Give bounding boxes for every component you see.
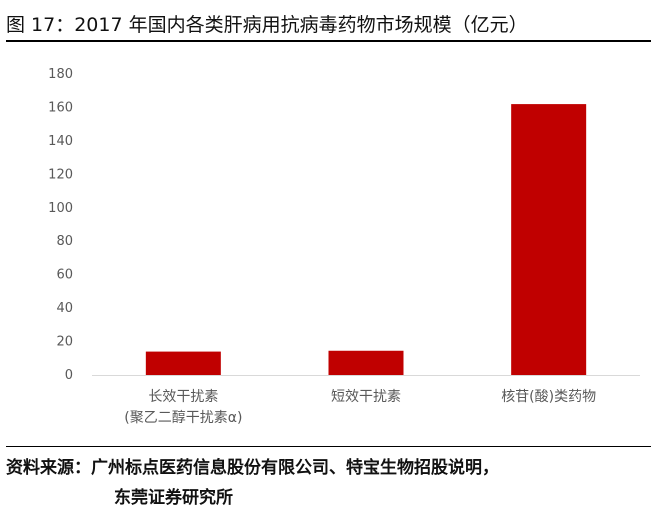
bar bbox=[145, 351, 221, 375]
y-tick-label: 0 bbox=[65, 368, 73, 383]
source-line-2: 东莞证券研究所 bbox=[114, 488, 233, 508]
source-note: 资料来源：广州标点医药信息股份有限公司、特宝生物招股说明， 东莞证券研究所 bbox=[6, 446, 651, 513]
y-tick-label: 120 bbox=[48, 167, 73, 182]
y-tick-label: 100 bbox=[48, 201, 73, 216]
bar-chart: 0 20 40 60 80 100 120 140 160 180 长效干扰素 (聚乙二醇干扰素α) 短… bbox=[48, 67, 640, 426]
figure-header: 图 17：2017 年国内各类肝病用抗病毒药物市场规模（亿元） bbox=[6, 8, 651, 42]
bar bbox=[511, 104, 587, 375]
x-category-label: (聚乙二醇干扰素α) bbox=[124, 409, 242, 426]
y-tick-label: 20 bbox=[56, 335, 73, 350]
y-tick-label: 180 bbox=[48, 67, 73, 82]
source-line-1: 资料来源：广州标点医药信息股份有限公司、特宝生物招股说明， bbox=[6, 458, 499, 478]
x-category-label: 长效干扰素 bbox=[148, 389, 218, 405]
bar bbox=[328, 350, 404, 375]
y-tick-label: 60 bbox=[56, 268, 73, 283]
y-tick-label: 140 bbox=[48, 134, 73, 149]
figure-title: 图 17：2017 年国内各类肝病用抗病毒药物市场规模（亿元） bbox=[6, 14, 528, 36]
y-tick-label: 40 bbox=[56, 301, 73, 316]
chart-area: 0 20 40 60 80 100 120 140 160 180 长效干扰素 (聚乙二醇干扰素α) 短… bbox=[0, 44, 659, 444]
x-category-label: 短效干扰素 bbox=[331, 389, 401, 405]
y-tick-label: 160 bbox=[48, 100, 73, 115]
x-category-label: 核苷(酸)类药物 bbox=[501, 389, 596, 405]
y-tick-label: 80 bbox=[56, 234, 73, 249]
